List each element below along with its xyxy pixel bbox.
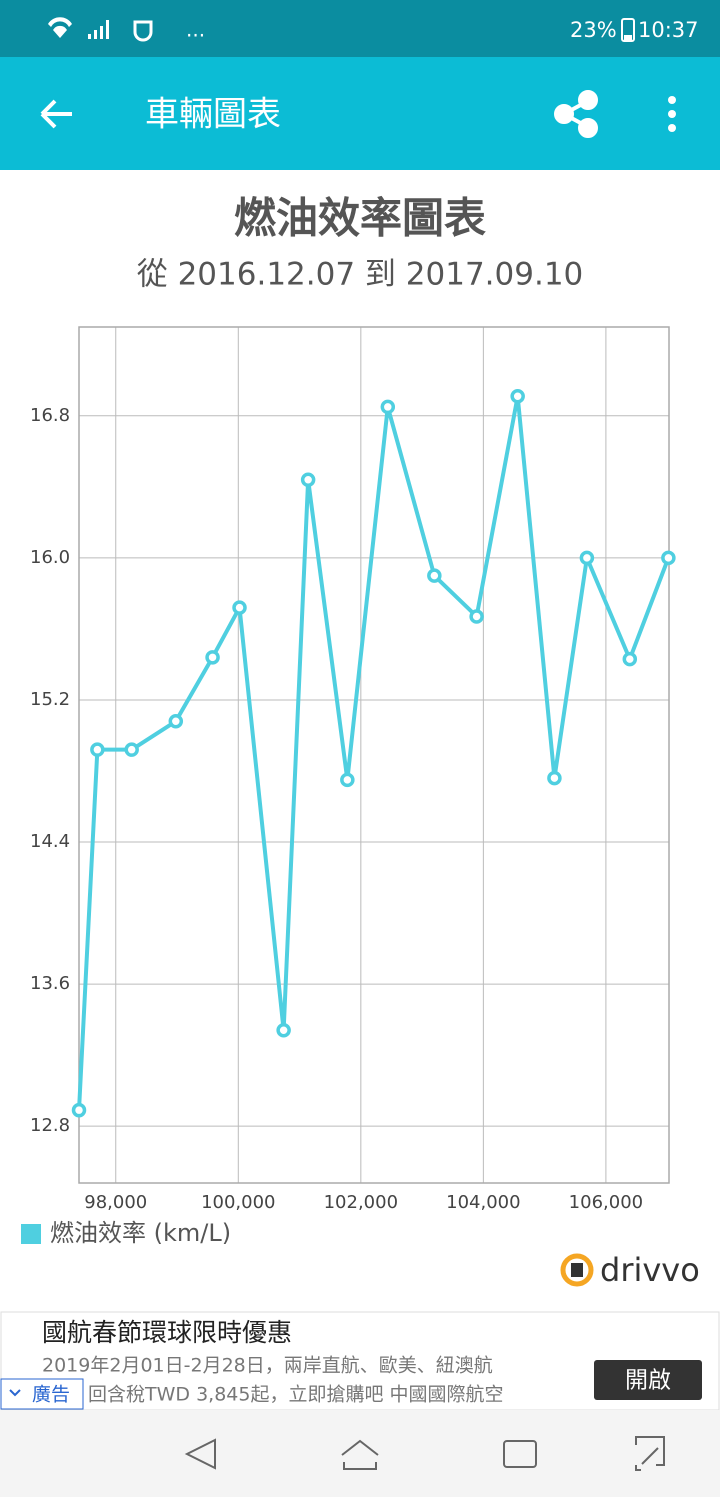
brand-logo bbox=[560, 1253, 594, 1287]
plot-frame bbox=[78, 326, 670, 1184]
app-title: 車輛圖表 bbox=[145, 95, 281, 135]
y-tick-label: 16.0 bbox=[30, 547, 70, 568]
app-bar bbox=[0, 57, 720, 170]
ad-text: 回含稅TWD 3,845起，立即搶購吧 中國國際航空 bbox=[88, 1384, 504, 1406]
menu-button[interactable] bbox=[668, 96, 676, 132]
nav-recents[interactable] bbox=[503, 1440, 537, 1468]
legend-label: 燃油效率 (km/L) bbox=[50, 1219, 231, 1247]
data-point bbox=[622, 651, 638, 667]
y-tick-label: 14.4 bbox=[30, 831, 70, 852]
data-point bbox=[90, 742, 105, 757]
y-tick-label: 12.8 bbox=[30, 1115, 70, 1136]
data-point bbox=[661, 550, 676, 566]
nav-expand[interactable] bbox=[635, 1436, 665, 1471]
brand-logo-pump bbox=[571, 1263, 583, 1277]
back-button[interactable] bbox=[40, 99, 72, 129]
y-tick-label: 13.6 bbox=[30, 973, 70, 994]
plot: 12.8 13.6 14.4 15.2 16.0 16.8 98,000 100,000 102… bbox=[21, 326, 676, 1247]
ad-title: 國航春節環球限時優惠 bbox=[42, 1318, 292, 1347]
data-point bbox=[71, 1102, 87, 1118]
y-tick-label: 15.2 bbox=[30, 689, 70, 710]
data-point bbox=[300, 472, 316, 487]
ad-button[interactable] bbox=[594, 1360, 702, 1400]
data-point bbox=[340, 772, 355, 788]
x-tick-label: 106,000 bbox=[569, 1192, 643, 1213]
data-point bbox=[276, 1023, 291, 1038]
ad-badge-label: 廣告 bbox=[32, 1384, 70, 1406]
ad-badge-chevron bbox=[9, 1389, 21, 1397]
x-tick-label: 98,000 bbox=[84, 1192, 147, 1213]
data-point bbox=[579, 550, 595, 566]
chart-title: 燃油效率圖表 bbox=[234, 194, 486, 243]
ad-button-label: 開啟 bbox=[625, 1368, 671, 1394]
legend-swatch bbox=[21, 1224, 41, 1244]
data-point bbox=[380, 399, 396, 415]
nav-buttons bbox=[184, 1436, 665, 1471]
nav-back[interactable] bbox=[184, 1438, 216, 1470]
data-point bbox=[427, 568, 442, 583]
clock: 10:37 bbox=[638, 18, 699, 42]
data-point bbox=[469, 609, 484, 624]
status-more: ... bbox=[186, 18, 205, 42]
data-point bbox=[510, 389, 525, 404]
data-point bbox=[124, 742, 139, 757]
status-bar bbox=[0, 0, 720, 57]
data-point bbox=[547, 770, 562, 786]
y-tick-label: 16.8 bbox=[30, 405, 70, 426]
x-tick-label: 100,000 bbox=[201, 1192, 275, 1213]
data-point bbox=[168, 714, 184, 729]
share-button[interactable] bbox=[554, 90, 598, 138]
x-tick-label: 104,000 bbox=[446, 1192, 520, 1213]
status-icons bbox=[48, 17, 635, 42]
data-line bbox=[77, 394, 671, 1111]
x-tick-label: 102,000 bbox=[324, 1192, 398, 1213]
data-point bbox=[205, 650, 220, 665]
chart-subtitle: 從 2016.12.07 到 2017.09.10 bbox=[137, 257, 584, 293]
battery-level: 23% bbox=[570, 18, 617, 42]
nav-bar bbox=[0, 1410, 720, 1497]
nav-home[interactable] bbox=[341, 1439, 379, 1470]
ad-text: 2019年2月01日-2月28日，兩岸直航、歐美、紐澳航 bbox=[42, 1355, 493, 1377]
brand-name: drivvo bbox=[600, 1251, 700, 1289]
data-point bbox=[232, 600, 247, 615]
